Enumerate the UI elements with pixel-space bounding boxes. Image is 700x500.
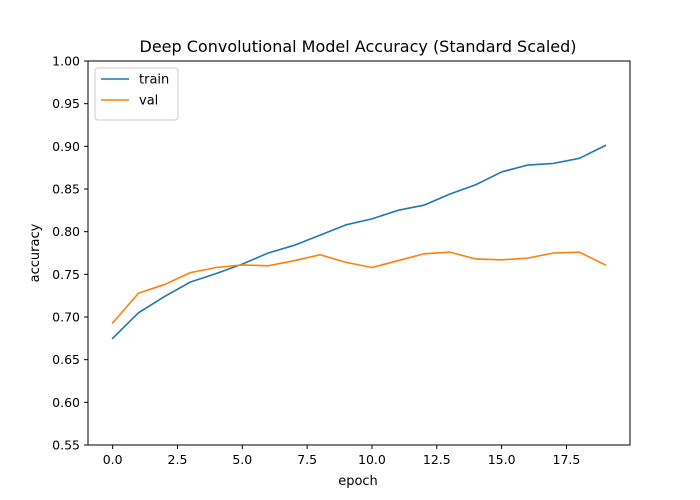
series-line-train: [111, 144, 607, 340]
series-lines: [111, 144, 607, 340]
y-tick-label: 0.60: [52, 395, 80, 410]
x-tick-label: 15.0: [488, 452, 516, 467]
y-axis-label: accuracy: [28, 223, 43, 282]
x-tick-label: 5.0: [232, 452, 252, 467]
y-tick-label: 1.00: [52, 54, 80, 69]
x-tick-label: 0.0: [103, 452, 123, 467]
x-axis-label: epoch: [338, 474, 378, 489]
x-axis-ticks: 0.0 2.5 5.0 7.5 10.0 12.5 15.0 17.5: [103, 445, 581, 467]
x-tick-label: 7.5: [297, 452, 317, 467]
x-tick-label: 2.5: [168, 452, 188, 467]
y-tick-label: 0.80: [52, 224, 80, 239]
y-tick-label: 0.85: [52, 182, 80, 197]
y-tick-label: 0.75: [52, 267, 80, 282]
series-line-val: [111, 251, 607, 325]
y-tick-label: 0.65: [52, 352, 80, 367]
x-tick-label: 10.0: [358, 452, 386, 467]
legend-box: [94, 67, 179, 121]
chart-title: Deep Convolutional Model Accuracy (Stand…: [140, 37, 577, 56]
plot-area-frame: [87, 60, 631, 446]
y-tick-label: 0.55: [52, 438, 80, 453]
x-tick-label: 17.5: [553, 452, 581, 467]
y-axis-ticks: 0.55 0.60 0.65 0.70 0.75 0.80 0.85 0.90 0.95 1.00: [52, 54, 88, 453]
legend-label-train: train: [139, 73, 169, 88]
legend: train val: [94, 67, 179, 121]
legend-label-val: val: [139, 94, 158, 109]
x-tick-label: 12.5: [423, 452, 451, 467]
y-tick-label: 0.95: [52, 96, 80, 111]
y-tick-label: 0.90: [52, 139, 80, 154]
y-tick-label: 0.70: [52, 310, 80, 325]
